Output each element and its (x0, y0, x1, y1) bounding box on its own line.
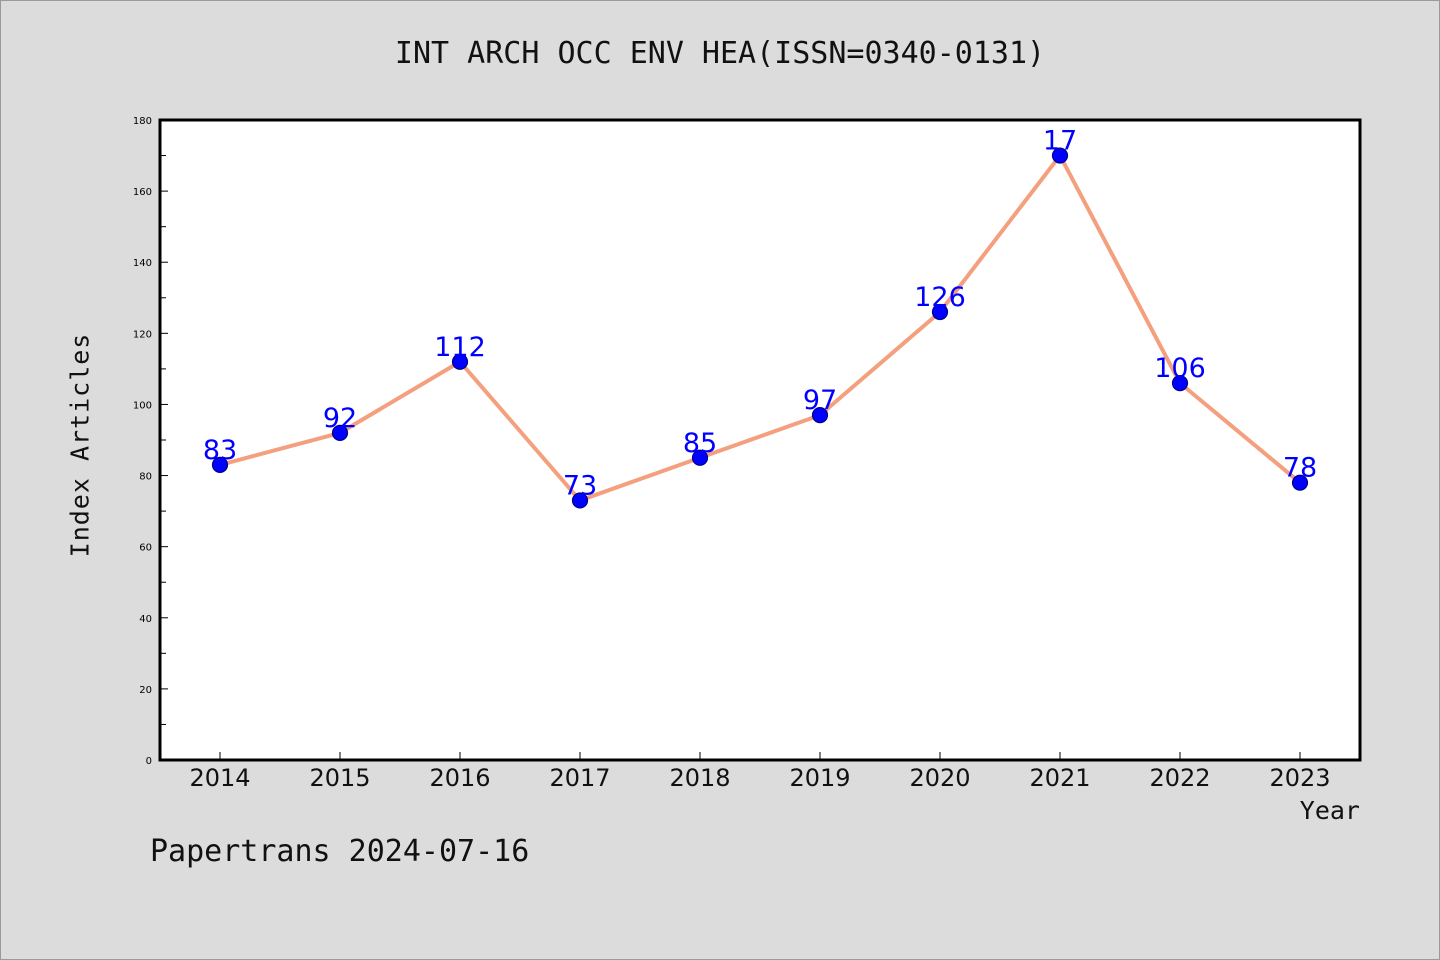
data-point (451, 353, 469, 370)
x-tick-label: 2018 (669, 764, 730, 792)
data-point (331, 424, 349, 441)
data-label: 73 (563, 470, 597, 501)
footer-credit: Papertrans 2024-07-16 (150, 834, 530, 869)
x-tick-label: 2015 (309, 764, 370, 792)
x-tick-label: 2017 (549, 764, 610, 792)
y-tick-label: 120 (133, 329, 152, 340)
y-tick-label: 100 (133, 400, 152, 411)
y-tick-label: 0 (146, 756, 152, 767)
y-tick-label: 40 (139, 614, 152, 625)
data-label: 112 (434, 332, 486, 363)
plot-frame (158, 118, 1362, 762)
x-tick-label: 2014 (189, 764, 250, 792)
data-label: 92 (323, 403, 357, 434)
y-tick-label: 140 (133, 258, 152, 269)
data-point (811, 407, 829, 424)
series-line (218, 153, 1302, 503)
data-label: 78 (1283, 453, 1317, 484)
x-tick-label: 2019 (789, 764, 850, 792)
data-point (1291, 474, 1309, 491)
data-label: 97 (803, 385, 837, 416)
x-tick-label: 2022 (1149, 764, 1210, 792)
x-tick-label: 2020 (909, 764, 970, 792)
x-tick-label: 2021 (1029, 764, 1090, 792)
data-point (691, 449, 709, 466)
data-point (1051, 147, 1069, 164)
x-axis-label: Year (1299, 796, 1360, 825)
data-point (211, 456, 229, 473)
data-label: 83 (203, 435, 237, 466)
y-axis-label: Index Articles (65, 332, 95, 558)
data-point (931, 303, 949, 321)
data-label: 85 (683, 428, 717, 459)
y-tick-label: 160 (133, 187, 152, 198)
y-tick-label: 20 (139, 685, 152, 696)
x-tick-label: 2016 (429, 764, 490, 792)
x-tick-label: 2023 (1269, 764, 1330, 792)
y-tick-label: 60 (139, 543, 152, 554)
y-tick-label: 180 (133, 116, 152, 127)
data-point (1171, 375, 1189, 392)
data-label: 106 (1154, 353, 1206, 384)
data-point (571, 492, 589, 509)
y-tick-label: 80 (139, 472, 152, 483)
chart-title: INT ARCH OCC ENV HEA(ISSN=0340-0131) (394, 36, 1046, 71)
data-label: 17 (1043, 126, 1077, 157)
data-label: 126 (914, 282, 966, 313)
